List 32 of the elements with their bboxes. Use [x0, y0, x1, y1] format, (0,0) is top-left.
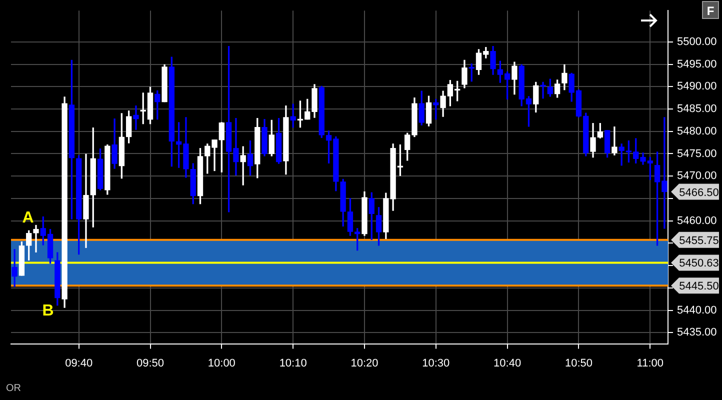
y-tick-label: 5440.00 [677, 304, 717, 316]
x-tick-label: 10:00 [208, 357, 236, 370]
y-tick-label: 5475.00 [677, 148, 717, 160]
text: OR [6, 383, 21, 394]
y-tick-label: 5460.00 [677, 214, 717, 227]
text: 5466.50 [679, 186, 719, 199]
ref-line-label: 5445.50 [679, 280, 719, 293]
y-tick-label: 5485.00 [677, 103, 717, 116]
x-tick-label: 10:40 [494, 357, 522, 370]
x-tick-label: 10:50 [564, 357, 592, 370]
y-tick-label: 5480.00 [677, 125, 717, 138]
annotation: A [22, 209, 34, 226]
candlestick [33, 224, 39, 252]
ref-line-label: 5455.75 [679, 234, 719, 247]
y-tick-label: 5500.00 [677, 36, 717, 48]
y-tick-label: 5470.00 [677, 170, 717, 182]
ref-line-label: 5450.63 [679, 258, 719, 270]
candlestick [133, 106, 139, 130]
x-tick-label: 09:40 [65, 357, 93, 370]
candlestick [612, 126, 618, 156]
x-tick-label: 10:10 [279, 357, 307, 370]
y-tick-label: 5495.00 [677, 58, 717, 70]
x-tick-label: 10:30 [422, 357, 450, 370]
x-tick-label: 09:50 [136, 357, 164, 370]
text: F [702, 1, 719, 19]
x-tick-label: 11:00 [636, 357, 664, 370]
y-tick-label: 5435.00 [677, 326, 717, 339]
annotation: B [42, 302, 54, 320]
candlestick [540, 82, 546, 99]
y-tick-label: 5490.00 [677, 80, 717, 93]
candlestick [12, 249, 18, 287]
x-tick-label: 10:20 [350, 357, 378, 370]
